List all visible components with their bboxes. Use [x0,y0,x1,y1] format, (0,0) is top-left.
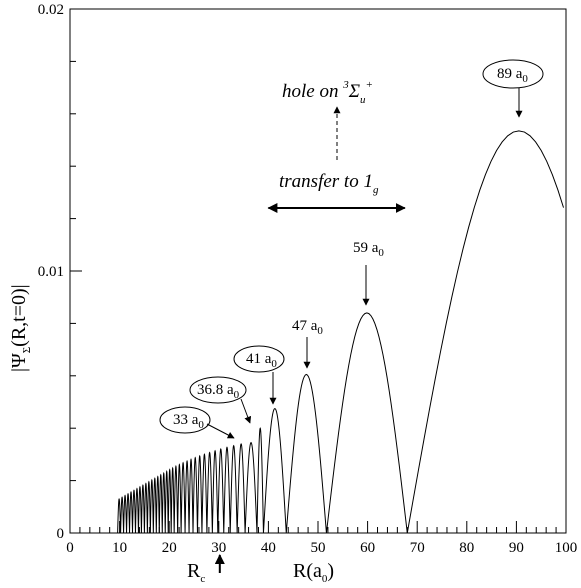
x-tick-label: 50 [311,540,326,556]
y-axis-label: |ΨΣ(R,t=0)| [8,284,33,372]
y-tick-label: 0.02 [38,2,64,18]
x-tick-label: 0 [66,540,74,556]
x-tick-label: 10 [112,540,127,556]
x-axis-label: R(a0) [293,560,334,585]
annotation-59: 59 a0 [353,240,384,306]
annotation-36-8-label: 36.8 a0 [197,382,240,401]
x-tick-labels: 0 10 20 30 40 50 60 70 80 90 100 [66,540,577,556]
annotation-36-8: 36.8 a0 [189,376,252,424]
x-tick-label: 40 [261,540,276,556]
annotation-47: 47 a0 [292,318,323,369]
annotation-47-label: 47 a0 [292,318,323,337]
annotation-89: 89 a0 [482,59,544,118]
annotation-33-label: 33 a0 [173,412,204,431]
y-tick-label: 0.01 [38,264,64,280]
x-tick-label: 60 [360,540,375,556]
annotation-36-8-arrow [240,398,252,424]
annotation-89-label: 89 a0 [497,66,528,85]
rc-label: Rc [187,560,205,585]
series-line [117,130,564,534]
transfer-annotation: transfer to 1g [279,171,379,196]
y-tick-label: 0 [57,526,65,542]
x-tick-label: 20 [162,540,177,556]
hole-annotation: hole on 3Σu+ [282,79,373,106]
annotation-33: 33 a0 [159,406,235,439]
x-tick-label: 70 [410,540,425,556]
annotation-89-ellipse [482,59,544,89]
rc-marker: Rc [187,554,225,585]
annotation-41-ellipse [233,345,285,373]
x-tick-label: 80 [459,540,474,556]
x-tick-label: 30 [211,540,226,556]
annotation-41: 41 a0 [233,345,285,405]
annotation-36-8-ellipse [189,376,247,404]
annotation-33-arrow [206,423,235,439]
annotation-33-ellipse [159,406,211,434]
annotation-59-label: 59 a0 [353,240,384,259]
annotation-41-label: 41 a0 [246,351,277,370]
x-tick-label: 90 [509,540,524,556]
y-ticks [70,8,82,534]
x-tick-label: 100 [555,540,578,556]
y-tick-labels: 0 0.01 0.02 [38,2,64,542]
